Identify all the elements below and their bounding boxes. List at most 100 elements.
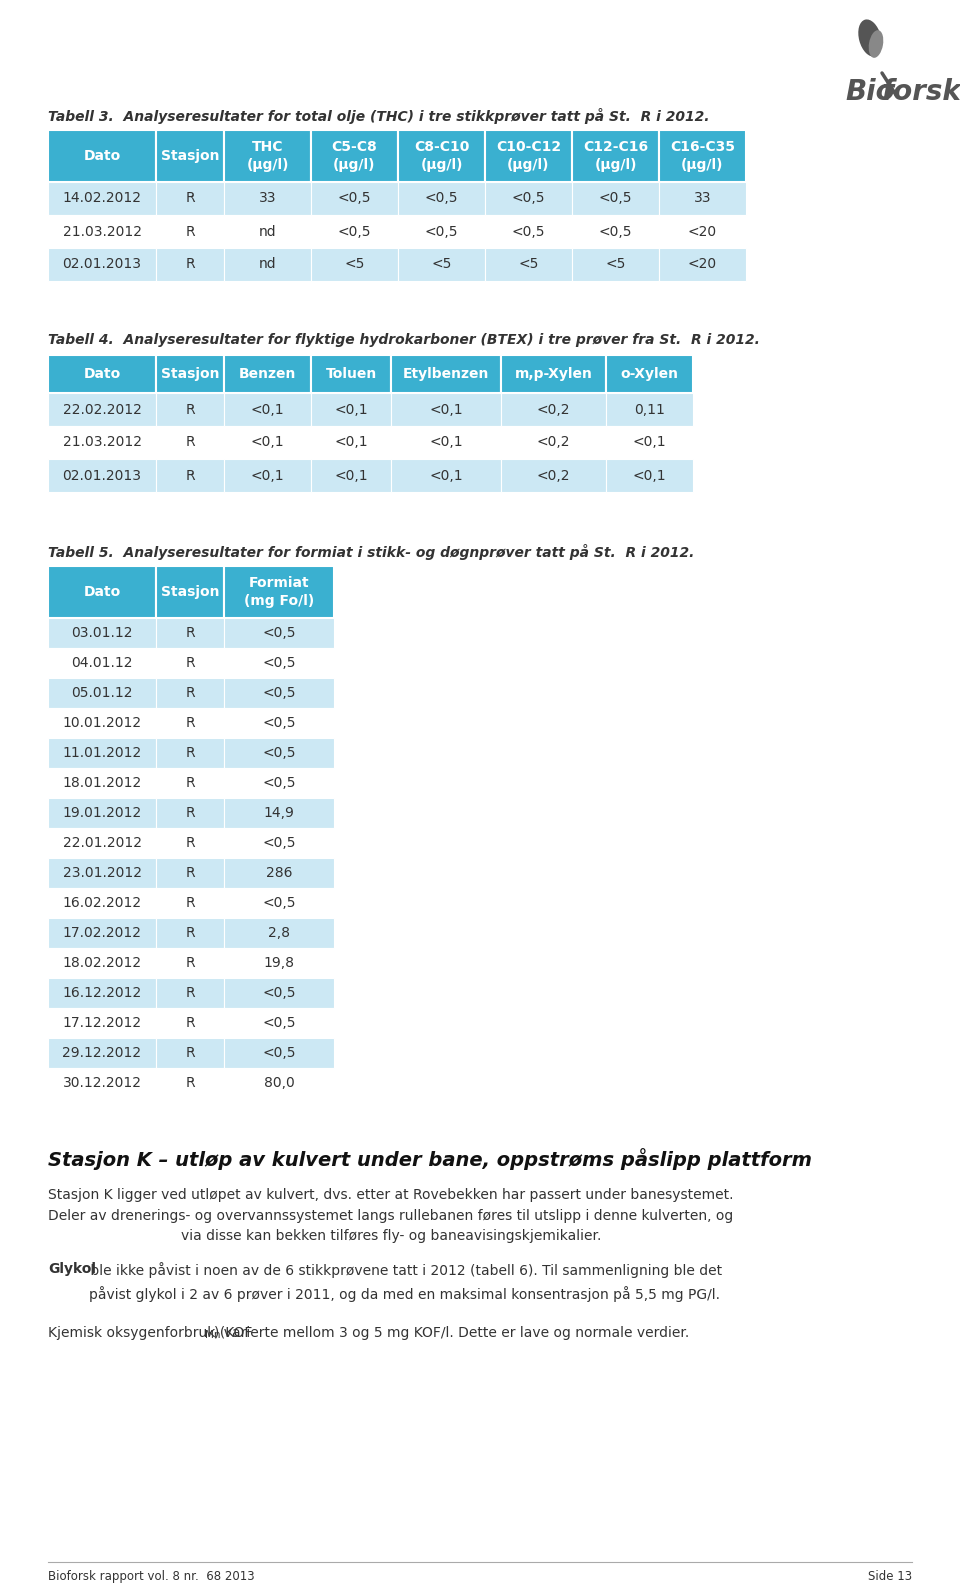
Bar [156, 948, 224, 978]
Text: <0,5: <0,5 [262, 1016, 296, 1030]
Text: 02.01.2013: 02.01.2013 [62, 469, 141, 482]
Text: 18.01.2012: 18.01.2012 [62, 776, 142, 790]
Bar [572, 215, 659, 248]
Bar [391, 393, 501, 426]
Text: R: R [185, 685, 195, 700]
Bar [224, 677, 334, 708]
Text: <0,5: <0,5 [262, 716, 296, 730]
Text: R: R [185, 806, 195, 820]
Bar [48, 1038, 156, 1068]
Text: Stasjon: Stasjon [160, 585, 219, 599]
Text: nd: nd [258, 258, 276, 272]
Text: <0,2: <0,2 [537, 402, 570, 417]
Bar [48, 426, 156, 460]
Text: <0,5: <0,5 [338, 191, 372, 205]
Text: <0,5: <0,5 [599, 224, 633, 238]
Bar [48, 130, 156, 181]
Text: 16.02.2012: 16.02.2012 [62, 897, 141, 909]
Ellipse shape [869, 30, 883, 57]
Bar [224, 798, 334, 828]
Text: <0,1: <0,1 [334, 436, 368, 450]
Bar [572, 130, 659, 181]
Text: <0,2: <0,2 [537, 436, 570, 450]
Text: R: R [185, 836, 195, 851]
Bar [48, 215, 156, 248]
Text: <0,1: <0,1 [633, 436, 666, 450]
Text: <0,1: <0,1 [429, 402, 463, 417]
Text: <5: <5 [606, 258, 626, 272]
Text: 14.02.2012: 14.02.2012 [62, 191, 141, 205]
Text: C16-C35
(µg/l): C16-C35 (µg/l) [670, 140, 735, 172]
Text: 33: 33 [694, 191, 711, 205]
Text: 22.01.2012: 22.01.2012 [62, 836, 141, 851]
Text: R: R [185, 986, 195, 1000]
Bar [224, 619, 334, 649]
Text: <0,2: <0,2 [537, 469, 570, 482]
Bar [156, 1038, 224, 1068]
Bar [156, 859, 224, 887]
Bar [224, 426, 311, 460]
Bar [659, 248, 746, 281]
Bar [224, 566, 334, 619]
Text: R: R [185, 746, 195, 760]
Text: 18.02.2012: 18.02.2012 [62, 956, 141, 970]
Text: Stasjon K ligger ved utløpet av kulvert, dvs. etter at Rovebekken har passert un: Stasjon K ligger ved utløpet av kulvert,… [48, 1188, 733, 1243]
Bar [501, 460, 606, 491]
Bar [48, 355, 156, 393]
Text: <0,5: <0,5 [262, 836, 296, 851]
Bar [156, 566, 224, 619]
Text: 80,0: 80,0 [264, 1076, 295, 1091]
Text: Mn: Mn [205, 1329, 221, 1340]
Bar [48, 887, 156, 917]
Bar [224, 828, 334, 859]
Text: Tabell 4.  Analyseresultater for flyktige hydrokarboner (BTEX) i tre prøver fra : Tabell 4. Analyseresultater for flyktige… [48, 332, 760, 347]
Bar [48, 859, 156, 887]
Bar [398, 130, 485, 181]
Bar [311, 130, 398, 181]
Text: 19,8: 19,8 [263, 956, 295, 970]
Bar [156, 215, 224, 248]
Bar [572, 181, 659, 215]
Text: 17.12.2012: 17.12.2012 [62, 1016, 141, 1030]
Bar [48, 798, 156, 828]
Text: R: R [185, 191, 195, 205]
Text: THC
(µg/l): THC (µg/l) [247, 140, 289, 172]
Text: <0,5: <0,5 [262, 685, 296, 700]
Bar [311, 426, 391, 460]
Text: Benzen: Benzen [239, 367, 297, 382]
Bar [224, 859, 334, 887]
Ellipse shape [858, 19, 881, 57]
Bar [572, 248, 659, 281]
Bar [48, 619, 156, 649]
Text: Side 13: Side 13 [868, 1569, 912, 1584]
Bar [606, 393, 693, 426]
Bar [224, 948, 334, 978]
Text: R: R [185, 258, 195, 272]
Bar [501, 426, 606, 460]
Bar [156, 181, 224, 215]
Text: Dato: Dato [84, 367, 121, 382]
Bar [156, 460, 224, 491]
Text: Tabell 3.  Analyseresultater for total olje (THC) i tre stikkprøver tatt på St. : Tabell 3. Analyseresultater for total ol… [48, 108, 709, 124]
Bar [156, 248, 224, 281]
Bar [224, 215, 311, 248]
Bar [156, 978, 224, 1008]
Bar [659, 215, 746, 248]
Bar [311, 248, 398, 281]
Text: forsk: forsk [882, 78, 960, 107]
Text: Dato: Dato [84, 149, 121, 164]
Text: 30.12.2012: 30.12.2012 [62, 1076, 141, 1091]
Bar [659, 181, 746, 215]
Text: R: R [185, 224, 195, 238]
Bar [156, 677, 224, 708]
Text: <0,1: <0,1 [251, 469, 284, 482]
Text: 17.02.2012: 17.02.2012 [62, 925, 141, 940]
Text: R: R [185, 469, 195, 482]
Bar [224, 978, 334, 1008]
Bar [391, 355, 501, 393]
Text: <20: <20 [688, 258, 717, 272]
Text: <0,5: <0,5 [262, 986, 296, 1000]
Text: C12-C16
(µg/l): C12-C16 (µg/l) [583, 140, 648, 172]
Text: R: R [185, 956, 195, 970]
Bar [156, 426, 224, 460]
